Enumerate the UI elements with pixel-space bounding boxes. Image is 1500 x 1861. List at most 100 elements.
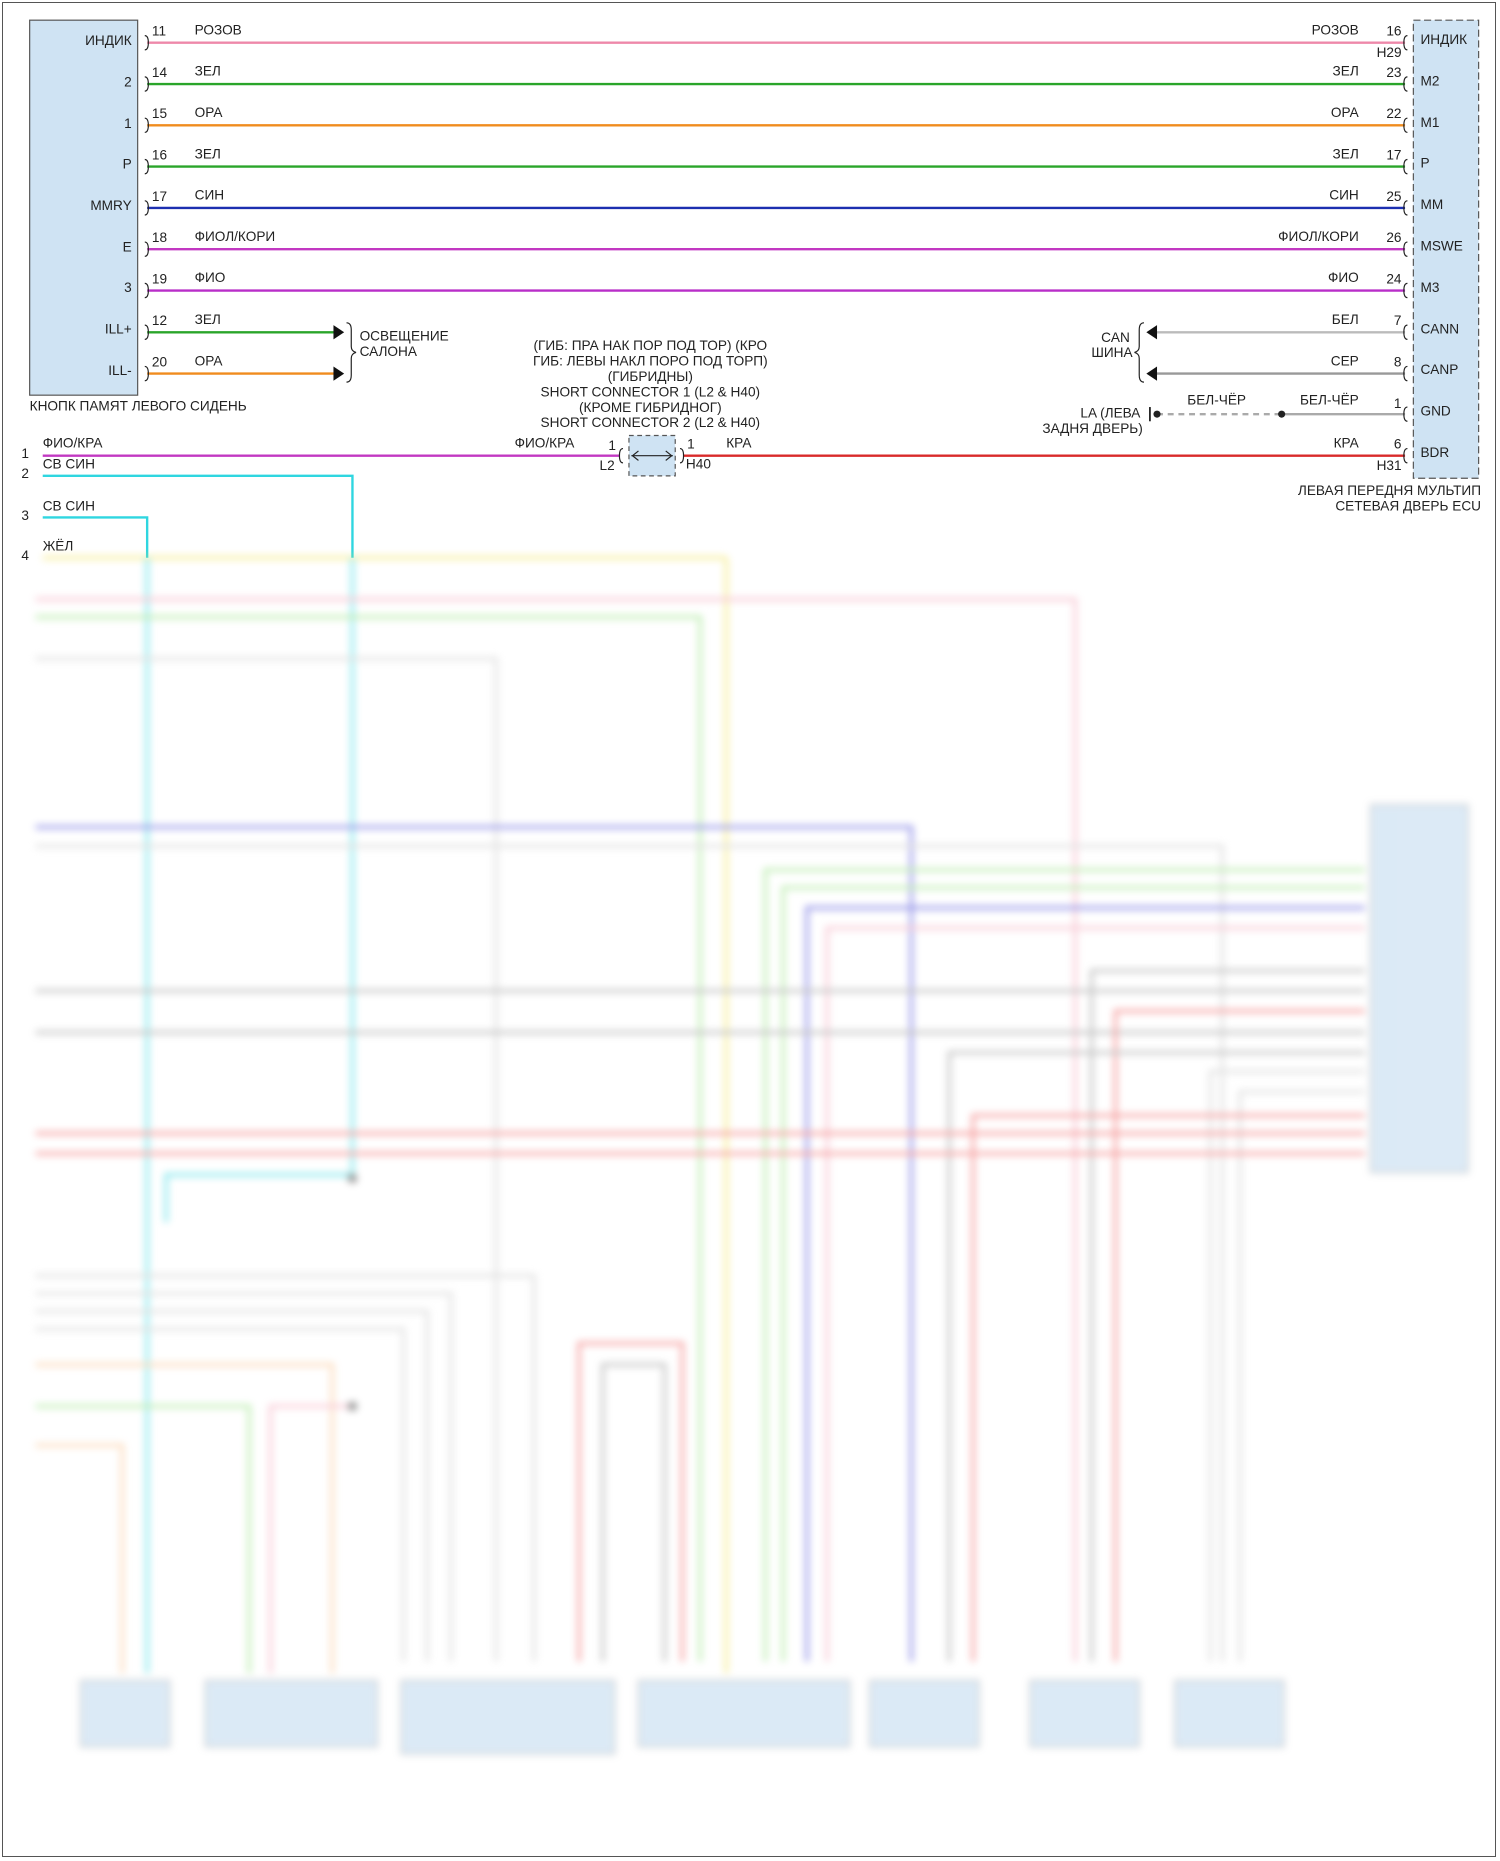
left-module-name: КНОПК ПАМЯТ ЛЕВОГО СИДЕНЬ	[30, 399, 247, 414]
right-pin-label: MM	[1420, 197, 1443, 212]
wire-right-color: ЗЕЛ	[1333, 146, 1359, 161]
wire-left-bracket	[144, 324, 149, 340]
illumination-label-line2: САЛОНА	[360, 344, 418, 359]
right-pin-labels: ИНДИК M2 M1 P MM MSWE M3 CANN CANP GND B…	[1420, 32, 1467, 460]
wire-left-bracket	[144, 117, 149, 134]
wire-left-pin: 11	[152, 24, 166, 39]
wire-left-bracket	[144, 200, 149, 216]
wire-left-color: ЗЕЛ	[195, 64, 221, 79]
wire-right-color: ФИОЛ/КОРИ	[1278, 229, 1359, 244]
wire-right-pin: 26	[1386, 230, 1401, 245]
can-arrow	[1146, 325, 1158, 340]
wire-left-bracket	[144, 158, 149, 175]
wire-right-color: ФИО	[1328, 270, 1359, 285]
right-pin-label: P	[1420, 155, 1429, 170]
short-connector-arrow-right	[665, 450, 673, 461]
short-connector-note: (КРОМЕ ГИБРИДНОГ)	[579, 400, 722, 415]
blur-splice	[347, 1173, 358, 1184]
wire-lt-blue-3	[42, 516, 149, 558]
blur-wire	[1208, 1069, 1365, 1662]
left-pin-label: P	[123, 157, 132, 172]
can-wire-color: СЕР	[1331, 353, 1359, 368]
short-connector-out-bracket	[679, 447, 685, 464]
wire-left-bracket	[144, 282, 149, 299]
ground-label-line1: LA (ЛЕВА	[1080, 406, 1141, 421]
right-pin-label: BDR	[1420, 445, 1449, 460]
can-wire-color: БЕЛ	[1332, 312, 1359, 327]
wire-right-bracket	[1403, 76, 1408, 92]
wire-left-color: ОРА	[195, 105, 224, 120]
blur-wire	[763, 868, 1365, 1662]
blur-wire	[825, 926, 1365, 1662]
blur-module	[1174, 1679, 1285, 1748]
wire-right-pin: 24	[1386, 271, 1402, 286]
blur-wire	[35, 844, 1225, 1662]
blur-wire	[1089, 968, 1365, 1662]
wire-right-pin: 17	[1386, 147, 1401, 162]
main-wires: 11 РОЗОВ РОЗОВ 16 14 ЗЕЛ ЗЕЛ 23 15 ОРА ОРА 22 16 ЗЕЛ З…	[144, 22, 1408, 299]
blur-module	[637, 1679, 851, 1748]
short-connector-note: SHORT CONNECTOR 1 (L2 & H40)	[541, 384, 761, 399]
wire-right-bracket	[1403, 117, 1408, 134]
short-connector-notes: (ГИБ: ПРА НАК ПОР ПОД ТОР) (КРО ГИБ: ЛЕВ…	[533, 338, 768, 430]
blurred-lower-diagram	[35, 555, 1469, 1755]
wire-left-pin: 19	[152, 271, 167, 286]
wire-right-bracket	[1403, 158, 1408, 175]
illumination-label-line1: ОСВЕЩЕНИЕ	[360, 329, 449, 344]
left-pin-label: 3	[124, 280, 132, 295]
right-pin-label: ИНДИК	[1420, 32, 1467, 47]
left-pin-label: ILL-	[108, 363, 131, 378]
blur-splice	[347, 1401, 358, 1411]
bottom-wire-color: СВ СИН	[43, 498, 95, 513]
wire-left-bracket	[144, 76, 149, 92]
blur-wire	[805, 906, 1365, 1662]
ground-end-dot	[1153, 410, 1161, 418]
right-pin-label: CANN	[1420, 321, 1459, 336]
blur-wire	[781, 885, 1365, 1662]
wire-right-pin: 16	[1386, 24, 1401, 39]
left-pin-label: 1	[124, 116, 132, 131]
blur-wire	[35, 597, 1077, 1662]
blur-module	[869, 1679, 980, 1748]
wire-lt-blue-2	[42, 474, 354, 558]
wire-left-bracket	[144, 241, 149, 257]
connector-label-h29: H29	[1377, 45, 1402, 60]
blur-module	[204, 1679, 378, 1748]
left-pin-label: 2	[124, 75, 132, 90]
bottom-wire-color: ЖЁЛ	[43, 539, 74, 554]
ground-dashed-color: БЕЛ-ЧЁР	[1187, 393, 1246, 408]
right-pin-label: MSWE	[1420, 238, 1462, 253]
wire-right-color: СИН	[1329, 188, 1358, 203]
short-connector-arrow-left	[631, 450, 639, 461]
wire-right-bracket	[1403, 365, 1408, 382]
right-pin-label: M3	[1420, 280, 1439, 295]
blur-wire	[35, 1291, 453, 1662]
can-brace	[1134, 322, 1145, 383]
can-label-line2: ШИНА	[1091, 345, 1133, 360]
blur-wire	[35, 1404, 251, 1674]
ground-splice-dot	[1278, 410, 1286, 418]
blur-wire	[971, 1113, 1365, 1662]
bottom-wire-color: СВ СИН	[43, 457, 95, 472]
blur-wire	[35, 1327, 406, 1662]
left-pin-labels: ИНДИК 2 1 P MMRY E 3 ILL+ ILL-	[85, 33, 132, 378]
short-connector-in-bracket	[618, 447, 624, 464]
left-pin-label: E	[123, 240, 132, 255]
wire-right-pin: 23	[1386, 65, 1401, 80]
short-connector-note: SHORT CONNECTOR 2 (L2 & H40)	[541, 415, 761, 430]
blur-wire	[35, 656, 498, 1662]
bottom-left-wires: 1 ФИО/КРА 2 СВ СИН 3 СВ СИН 4 ЖЁЛ	[21, 435, 354, 563]
blur-wire	[1113, 1009, 1365, 1662]
wire-left-pin: 15	[152, 106, 167, 121]
can-bus-wires: БЕЛ 7 СЕР 8	[1146, 312, 1408, 382]
short-connector-out-pin: 1	[687, 437, 695, 452]
can-wire-pin: 8	[1394, 354, 1402, 369]
blur-wire	[1238, 1089, 1365, 1662]
wire-right-bracket	[1403, 324, 1408, 340]
wire-left-pin: 16	[152, 147, 167, 162]
illumination-wire-color: ОРА	[195, 353, 224, 368]
wire-left-pin: 17	[152, 189, 167, 204]
ground-wire-color: БЕЛ-ЧЁР	[1300, 393, 1359, 408]
